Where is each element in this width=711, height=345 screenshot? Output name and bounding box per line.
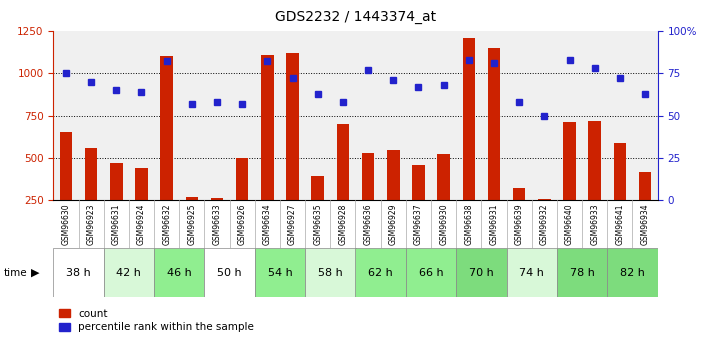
Bar bbox=[362, 153, 375, 200]
Text: GSM96641: GSM96641 bbox=[616, 204, 624, 245]
Text: 66 h: 66 h bbox=[419, 268, 444, 277]
Text: 54 h: 54 h bbox=[267, 268, 292, 277]
Text: GSM96630: GSM96630 bbox=[61, 204, 70, 245]
Bar bbox=[506, 248, 557, 297]
Text: GSM96635: GSM96635 bbox=[314, 204, 322, 245]
Text: GSM96926: GSM96926 bbox=[237, 204, 247, 245]
Bar bbox=[356, 248, 406, 297]
Text: GSM96637: GSM96637 bbox=[414, 204, 423, 245]
Bar bbox=[563, 122, 576, 200]
Bar bbox=[60, 132, 73, 200]
Text: GSM96925: GSM96925 bbox=[187, 204, 196, 245]
Bar bbox=[406, 248, 456, 297]
Bar bbox=[589, 121, 601, 200]
Bar bbox=[255, 248, 305, 297]
Text: 74 h: 74 h bbox=[519, 268, 544, 277]
Bar bbox=[236, 158, 248, 200]
Text: GSM96933: GSM96933 bbox=[590, 204, 599, 245]
Bar bbox=[456, 248, 506, 297]
Bar bbox=[210, 198, 223, 200]
Text: 50 h: 50 h bbox=[218, 268, 242, 277]
Bar bbox=[305, 248, 356, 297]
Bar bbox=[614, 142, 626, 200]
Text: 58 h: 58 h bbox=[318, 268, 343, 277]
Text: GSM96931: GSM96931 bbox=[489, 204, 498, 245]
Bar bbox=[638, 172, 651, 200]
Bar bbox=[135, 168, 148, 200]
Bar bbox=[287, 53, 299, 200]
Text: GSM96639: GSM96639 bbox=[515, 204, 524, 245]
Text: GSM96636: GSM96636 bbox=[363, 204, 373, 245]
Text: GSM96640: GSM96640 bbox=[565, 204, 574, 245]
Text: GSM96930: GSM96930 bbox=[439, 204, 448, 245]
Bar bbox=[186, 197, 198, 200]
Bar bbox=[488, 48, 501, 200]
Text: GSM96923: GSM96923 bbox=[87, 204, 95, 245]
Text: 42 h: 42 h bbox=[117, 268, 141, 277]
Bar bbox=[205, 248, 255, 297]
Text: ▶: ▶ bbox=[31, 268, 40, 277]
Bar bbox=[261, 55, 274, 200]
Bar bbox=[607, 248, 658, 297]
Text: 46 h: 46 h bbox=[167, 268, 191, 277]
Bar bbox=[336, 124, 349, 200]
Text: GSM96632: GSM96632 bbox=[162, 204, 171, 245]
Bar bbox=[110, 163, 122, 200]
Text: GSM96932: GSM96932 bbox=[540, 204, 549, 245]
Text: GSM96631: GSM96631 bbox=[112, 204, 121, 245]
Text: 62 h: 62 h bbox=[368, 268, 393, 277]
Bar bbox=[104, 248, 154, 297]
Text: 78 h: 78 h bbox=[570, 268, 594, 277]
Text: GSM96633: GSM96633 bbox=[213, 204, 222, 245]
Bar bbox=[387, 150, 400, 200]
Text: GSM96638: GSM96638 bbox=[464, 204, 474, 245]
Text: GSM96927: GSM96927 bbox=[288, 204, 297, 245]
Bar bbox=[85, 148, 97, 200]
Bar bbox=[437, 155, 450, 200]
Text: 70 h: 70 h bbox=[469, 268, 493, 277]
Text: 38 h: 38 h bbox=[66, 268, 91, 277]
Bar bbox=[513, 188, 525, 200]
Legend: count, percentile rank within the sample: count, percentile rank within the sample bbox=[55, 305, 258, 336]
Bar bbox=[154, 248, 205, 297]
Bar bbox=[311, 176, 324, 200]
Bar bbox=[412, 166, 424, 200]
Bar bbox=[538, 199, 550, 200]
Bar bbox=[557, 248, 607, 297]
Text: GSM96928: GSM96928 bbox=[338, 204, 348, 245]
Text: GSM96934: GSM96934 bbox=[641, 204, 650, 245]
Text: GSM96634: GSM96634 bbox=[263, 204, 272, 245]
Bar bbox=[161, 57, 173, 200]
Bar bbox=[53, 248, 104, 297]
Text: 82 h: 82 h bbox=[620, 268, 645, 277]
Text: GDS2232 / 1443374_at: GDS2232 / 1443374_at bbox=[275, 10, 436, 24]
Text: GSM96924: GSM96924 bbox=[137, 204, 146, 245]
Text: GSM96929: GSM96929 bbox=[389, 204, 397, 245]
Bar bbox=[463, 38, 475, 200]
Text: time: time bbox=[4, 268, 27, 277]
